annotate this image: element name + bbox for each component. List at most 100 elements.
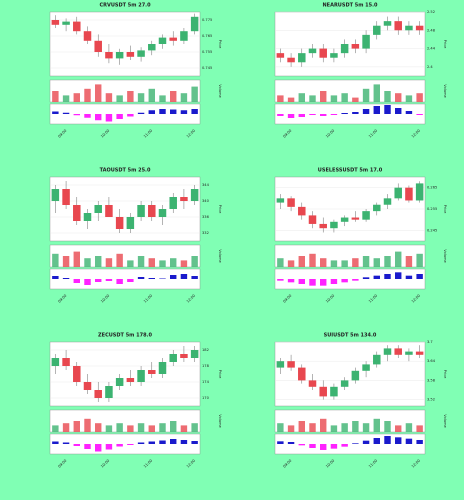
y-tick-label: 174: [202, 380, 210, 384]
macd-bar: [320, 114, 327, 116]
candle-body: [137, 205, 145, 217]
candle-body: [169, 197, 177, 209]
y-tick-label: 340: [202, 199, 210, 203]
y-axis-label: Price: [218, 370, 222, 380]
macd-bar: [137, 277, 145, 279]
volume-bar: [116, 423, 123, 432]
macd-bar: [298, 444, 305, 446]
macd-bar: [384, 105, 391, 114]
volume-label: Volume: [443, 414, 447, 428]
macd-bar: [116, 444, 123, 447]
macd-bar: [73, 279, 80, 283]
x-tick-label: 11:00: [368, 128, 379, 139]
macd-bar: [277, 441, 284, 444]
volume-bar: [416, 425, 423, 432]
macd-bar: [191, 109, 198, 114]
candle-body: [415, 25, 424, 31]
volume-bar: [62, 95, 70, 102]
candle-body: [137, 370, 145, 382]
y-tick-label: 170: [202, 396, 210, 400]
volume-bar: [52, 253, 59, 267]
y-tick-label: 336: [202, 215, 210, 219]
panel: [274, 341, 426, 407]
volume-bar: [298, 421, 305, 432]
x-tick-label: 09:00: [57, 128, 68, 139]
candle-body: [308, 48, 317, 54]
candle-body: [180, 354, 188, 358]
volume-bar: [373, 418, 380, 432]
candle-body: [180, 31, 188, 41]
candle-body: [351, 370, 360, 381]
candle-body: [94, 390, 102, 398]
candle-body: [73, 21, 81, 32]
candle-body: [308, 380, 317, 387]
candle-body: [73, 366, 81, 382]
macd-bar: [341, 444, 348, 447]
macd-bar: [373, 275, 380, 279]
macd-bar: [62, 442, 70, 444]
candle-body: [415, 351, 424, 355]
macd-bar: [127, 114, 134, 117]
y-axis-label: Price: [218, 205, 222, 215]
macd-bar: [180, 274, 188, 279]
panel: [49, 409, 201, 433]
macd-bar: [416, 274, 423, 279]
macd-bar: [341, 279, 348, 283]
macd-bar: [73, 114, 80, 116]
y-tick-label: 332: [202, 231, 209, 235]
macd-bar: [137, 442, 145, 444]
volume-bar: [52, 425, 59, 432]
macd-bar: [405, 438, 413, 444]
volume-bar: [170, 91, 177, 102]
candle-body: [394, 21, 402, 31]
macd-bar: [95, 444, 102, 452]
macd-bar: [298, 114, 305, 117]
candle-body: [105, 205, 113, 217]
volume-bar: [373, 84, 380, 102]
candle-body: [51, 189, 60, 201]
volume-bar: [105, 258, 113, 267]
volume-bar: [277, 423, 284, 432]
volume-bar: [384, 256, 391, 267]
candle-body: [373, 204, 381, 212]
macd-bar: [52, 276, 59, 279]
candle-body: [373, 25, 381, 35]
volume-bar: [362, 256, 370, 267]
volume-bar: [62, 256, 70, 267]
candle-body: [405, 351, 413, 355]
macd-bar: [395, 108, 402, 114]
volume-bar: [362, 423, 370, 432]
volume-bar: [277, 95, 284, 102]
candle-body: [115, 52, 124, 59]
volume-label: Volume: [218, 249, 222, 263]
candle-body: [190, 189, 199, 201]
macd-bar: [298, 279, 305, 284]
candle-body: [62, 358, 70, 366]
candle-body: [319, 386, 327, 397]
candle-body: [148, 44, 156, 51]
x-tick-label: 11:00: [368, 293, 379, 304]
volume-bar: [73, 421, 80, 432]
y-axis-label: Price: [443, 370, 447, 380]
y-axis-label: Price: [218, 40, 222, 50]
candle-body: [190, 350, 199, 358]
macd-bar: [277, 114, 284, 116]
y-tick-label: 3.52: [427, 398, 435, 402]
macd-bar: [330, 279, 338, 284]
macd-bar: [395, 272, 402, 279]
volume-bar: [352, 97, 359, 102]
candle-body: [137, 50, 145, 57]
volume-bar: [73, 251, 80, 267]
candle-body: [405, 187, 413, 201]
macd-bar: [405, 275, 413, 279]
candle-body: [158, 209, 167, 217]
candle-body: [287, 198, 295, 207]
candle-body: [340, 380, 349, 387]
volume-label: Volume: [443, 249, 447, 263]
x-tick-label: 10:00: [100, 293, 111, 304]
volume-bar: [127, 425, 134, 432]
candle-body: [362, 34, 370, 49]
macd-bar: [62, 278, 70, 279]
chart-title: ZECUSDT 5m 178.0: [98, 333, 152, 339]
volume-bar: [84, 258, 91, 267]
